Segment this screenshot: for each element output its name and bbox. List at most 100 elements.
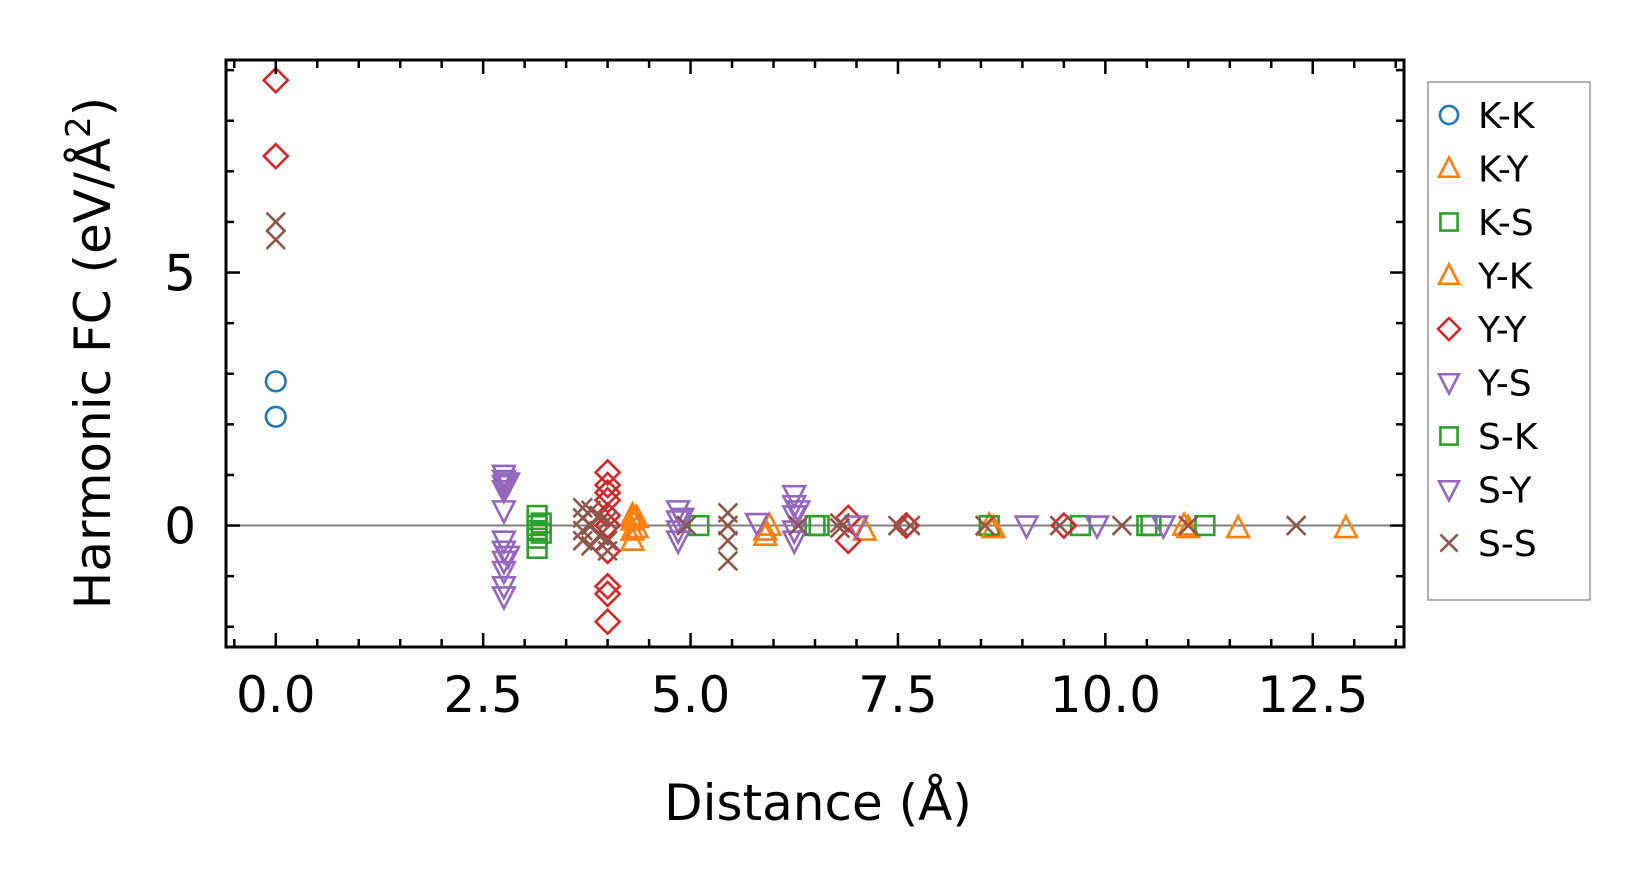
x-axis-title: Distance (Å) [664,774,972,832]
data-point-y-s [1084,515,1110,541]
data-point-s-s [900,515,921,536]
data-point-s-s [717,530,739,552]
legend-label-k-s: K-S [1478,203,1534,244]
data-point-s-s [829,517,851,539]
data-point-k-s [526,537,548,559]
legend-label-s-s: S-S [1478,524,1537,565]
data-point-s-s [829,512,851,534]
x-tick-label: 12.5 [1257,666,1368,724]
data-point-y-k [623,503,650,529]
data-point-y-s [490,500,517,526]
series-k-k [264,370,287,428]
data-point-s-s [597,540,618,562]
y-axis-title: Harmonic FC (eV/Å2) [59,97,122,609]
legend-entry-s-s: S-S [1439,524,1537,565]
data-point-k-y [1175,513,1202,539]
data-point-y-s [490,586,517,612]
legend-items: K-K K-Y K-S Y-K Y-Y Y-S S-K S-Y S-S [1436,96,1539,565]
legend-label-y-s: Y-S [1477,364,1532,405]
data-point-y-s [665,530,692,556]
legend-entry-y-k: Y-K [1436,257,1534,298]
legend-label-k-k: K-K [1478,96,1536,137]
data-point-y-s [1013,515,1040,541]
data-point-s-y [495,472,521,498]
data-point-s-y [843,515,870,541]
data-point-s-s [597,530,618,552]
data-point-s-s [974,515,996,536]
series-s-y [495,472,1177,571]
legend-label-s-k: S-K [1478,417,1539,458]
data-point-k-y [1225,513,1252,539]
data-point-y-y [593,458,622,487]
legend-label-y-y: Y-Y [1477,310,1527,351]
data-point-y-y [593,537,622,565]
legend-marker-s-s [1439,533,1459,553]
y-axis-title-main: Harmonic FC (eV/Å [64,138,122,609]
data-point-y-y [593,572,622,601]
legend-label-s-y: S-Y [1478,471,1533,512]
data-point-s-s [265,211,287,233]
data-point-s-s [597,510,618,531]
data-point-y-y [593,471,622,499]
data-point-y-y [261,66,290,95]
data-point-s-y [669,507,696,533]
data-point-s-s [717,515,739,536]
x-tick-label: 5.0 [651,666,731,724]
data-point-s-s [265,229,287,250]
legend-marker-y-y [1436,316,1462,342]
data-point-s-s [788,515,809,536]
data-point-k-y [619,525,646,552]
data-point-k-y [1332,513,1359,539]
data-point-s-k [530,522,552,544]
y-tick-labels: 05 [164,245,196,556]
legend-entry-y-y: Y-Y [1436,310,1527,351]
data-point-k-s [688,514,710,537]
data-point-k-k [264,405,287,428]
y-axis-title-superscript: 2 [59,116,99,138]
data-points-layer [261,66,1359,636]
legend-marker-k-k [1438,104,1460,126]
data-point-y-y [593,580,622,608]
legend-marker-k-s [1439,212,1459,232]
data-point-s-y [743,512,770,538]
data-point-s-s [1285,515,1307,536]
data-point-s-s [1178,515,1199,536]
x-tick-labels: 0.0 2.5 5.0 7.5 10.0 12.5 [236,666,1368,724]
legend-marker-k-y [1436,154,1462,179]
data-point-k-y [619,515,646,541]
data-point-s-s [717,550,739,572]
legend-entry-s-y: S-Y [1436,471,1533,512]
data-point-y-k [980,513,1007,539]
data-point-s-s [1049,515,1071,536]
y-axis-title-close: ) [64,97,122,117]
plot-frame [224,58,1406,649]
data-point-s-y [785,500,812,526]
data-point-y-s [781,530,808,556]
x-tick-label: 7.5 [858,666,938,724]
legend-entry-k-s: K-S [1439,203,1534,244]
legend-entry-y-s: Y-S [1436,364,1532,405]
data-point-s-s [1111,515,1133,536]
legend: K-K K-Y K-S Y-K Y-Y Y-S S-K S-Y S-S [1427,81,1591,601]
y-tick-label: 0 [164,498,196,556]
data-point-y-k [623,513,650,539]
y-tick-label: 5 [164,245,196,303]
data-point-s-y [495,545,521,571]
data-point-s-y [1150,515,1177,541]
legend-entry-k-y: K-Y [1436,150,1530,191]
legend-entry-k-k: K-K [1438,96,1536,137]
data-point-s-s [676,515,697,536]
x-tick-label: 10.0 [1050,666,1161,724]
legend-marker-s-k [1439,426,1459,446]
data-point-y-s [490,474,517,500]
x-tick-label: 0.0 [236,666,316,724]
data-point-s-k [808,514,830,537]
legend-label-y-k: Y-K [1477,257,1534,298]
data-point-k-s [1194,514,1216,537]
legend-label-k-y: K-Y [1478,150,1530,191]
data-point-k-k [264,370,287,393]
legend-entry-s-k: S-K [1439,417,1539,458]
